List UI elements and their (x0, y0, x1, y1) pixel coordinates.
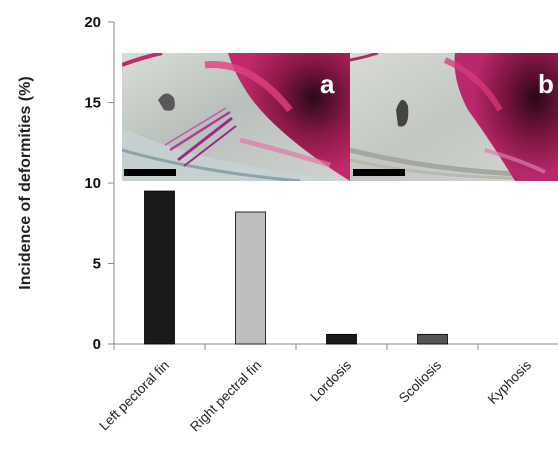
x-category-label-left-pectoral-fin: Left pectoral fin (96, 358, 172, 434)
panel-label-a: a (320, 69, 335, 99)
x-category-label-lordosis: Lordosis (307, 357, 354, 404)
y-axis-ticks (108, 21, 114, 345)
bar-right-pectral-fin (235, 211, 266, 345)
y-tick-label-5: 5 (93, 256, 101, 273)
bars-group (144, 190, 448, 345)
y-tick-label-0: 0 (93, 336, 101, 353)
scale-bar-a (124, 169, 176, 176)
inset-micrograph-a (122, 53, 350, 181)
y-tick-label-15: 15 (84, 95, 101, 112)
bar-lordosis (326, 333, 357, 345)
y-axis-title: Incidence of deformities (%) (17, 76, 34, 289)
y-tick-label-10: 10 (84, 175, 101, 192)
x-category-labels: Left pectoral fin Right pectral fin Lord… (96, 357, 534, 434)
x-category-label-kyphosis: Kyphosis (485, 357, 535, 407)
x-category-label-scoliosis: Scoliosis (396, 357, 444, 405)
panel-label-b: b (538, 69, 554, 99)
inset-micrograph-b (350, 53, 558, 181)
y-tick-label-20: 20 (84, 14, 101, 31)
y-tick-labels: 0 5 10 15 20 (84, 14, 101, 353)
bar-scoliosis (417, 333, 448, 345)
scale-bar-b (353, 169, 405, 176)
x-category-label-right-pectral-fin: Right pectral fin (187, 358, 264, 435)
x-axis-ticks (113, 344, 479, 350)
bar-left-pectoral-fin (144, 190, 175, 345)
